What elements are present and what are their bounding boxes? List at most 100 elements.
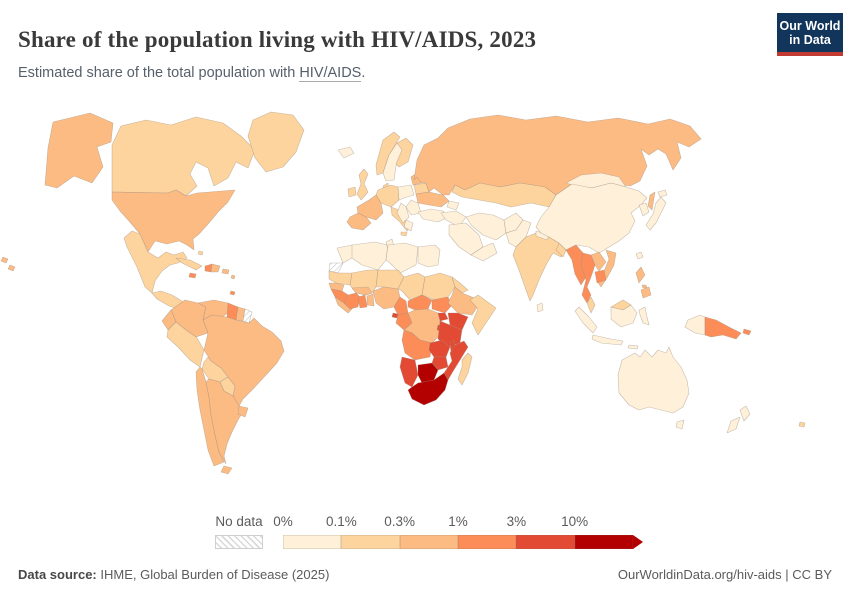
region-iceland[interactable] — [337, 146, 355, 159]
region-libya[interactable] — [385, 242, 419, 274]
region-zimbabwe[interactable] — [431, 356, 449, 371]
region-trinidad[interactable] — [229, 290, 236, 296]
region-finland[interactable] — [395, 137, 414, 168]
region-south-sudan[interactable] — [431, 296, 453, 314]
region-philippines-visayas[interactable] — [641, 284, 648, 289]
region-equatorial-guinea[interactable] — [391, 312, 399, 319]
region-philippines-luzon[interactable] — [635, 266, 646, 284]
region-namibia[interactable] — [399, 356, 419, 388]
region-angola[interactable] — [401, 329, 433, 361]
region-bahamas[interactable] — [197, 250, 204, 256]
region-philippines-mindanao[interactable] — [640, 286, 652, 299]
region-ukraine[interactable] — [415, 191, 450, 208]
region-united-states[interactable] — [111, 189, 236, 253]
region-romania-bulgaria[interactable] — [405, 199, 422, 216]
region-ethiopia[interactable] — [447, 286, 481, 316]
region-yemen-oman[interactable] — [470, 242, 498, 262]
region-uganda[interactable] — [437, 312, 449, 322]
region-togo-benin[interactable] — [366, 293, 375, 307]
legend-bin-1-3%[interactable] — [458, 535, 517, 549]
region-egypt[interactable] — [417, 244, 441, 268]
region-french-guiana[interactable] — [242, 308, 253, 324]
region-iraq-levant[interactable] — [440, 210, 467, 228]
region-cambodia[interactable] — [594, 269, 607, 284]
region-united-states-alaska[interactable] — [44, 112, 114, 189]
region-senegal[interactable] — [328, 282, 345, 292]
region-sudan[interactable] — [421, 272, 456, 301]
legend-bin-0-0.1%[interactable] — [283, 535, 342, 549]
region-puerto-rico[interactable] — [221, 268, 230, 275]
region-canada[interactable] — [111, 116, 256, 197]
region-lesser-antilles[interactable] — [230, 274, 236, 280]
region-japan[interactable] — [645, 196, 667, 231]
region-spain-portugal[interactable] — [346, 212, 372, 231]
region-mozambique[interactable] — [443, 340, 469, 381]
region-ireland[interactable] — [347, 186, 357, 198]
region-greenland[interactable] — [247, 111, 305, 173]
legend-bin-3-10%[interactable] — [516, 535, 575, 549]
data-source-value: IHME, Global Burden of Disease (2025) — [96, 567, 330, 582]
region-sierra-leone-liberia[interactable] — [334, 296, 353, 314]
region-java[interactable] — [591, 334, 624, 346]
region-greece[interactable] — [403, 219, 414, 232]
region-jamaica[interactable] — [188, 272, 197, 279]
legend-bin-0.3-1%[interactable] — [399, 535, 458, 549]
region-laos[interactable] — [590, 251, 607, 272]
region-malaysia-peninsula[interactable] — [586, 296, 596, 314]
region-sumatra[interactable] — [574, 306, 598, 334]
region-sulawesi[interactable] — [638, 306, 650, 326]
region-new-britain[interactable] — [742, 328, 752, 336]
region-united-states-hawaii[interactable] — [0, 256, 16, 272]
region-fiji[interactable] — [798, 421, 806, 428]
legend-bin-0.1-0.3%[interactable] — [341, 535, 400, 549]
region-dominican-republic[interactable] — [210, 263, 221, 273]
region-tierra-del-fuego[interactable] — [220, 465, 233, 475]
no-data-label: No data — [215, 514, 263, 529]
region-west-papua[interactable] — [684, 314, 706, 336]
hiv-aids-link[interactable]: HIV/AIDS — [299, 64, 362, 82]
owid-url-link[interactable]: OurWorldinData.org/hiv-aids — [617, 567, 782, 582]
region-taiwan[interactable] — [635, 251, 644, 260]
region-new-zealand-north[interactable] — [739, 405, 751, 422]
region-hokkaido[interactable] — [657, 189, 668, 198]
region-kenya[interactable] — [447, 312, 469, 331]
no-data-swatch[interactable] — [215, 535, 263, 549]
region-korea[interactable] — [638, 202, 650, 217]
region-india[interactable] — [512, 232, 567, 302]
region-pakistan[interactable] — [505, 219, 532, 248]
region-china[interactable] — [535, 182, 648, 254]
owid-logo[interactable]: Our World in Data — [777, 13, 843, 56]
legend-arrow-icon — [633, 535, 643, 549]
legend-bin->10%[interactable] — [574, 535, 633, 549]
region-russia[interactable] — [413, 114, 702, 196]
region-mexico[interactable] — [123, 230, 188, 294]
region-sakhalin[interactable] — [647, 191, 656, 211]
region-argentina[interactable] — [205, 378, 245, 465]
region-algeria[interactable] — [351, 241, 389, 271]
region-sicily[interactable] — [400, 231, 408, 237]
region-norway[interactable] — [375, 131, 401, 176]
region-tasmania[interactable] — [675, 419, 685, 430]
region-lesser-sunda[interactable] — [627, 344, 639, 350]
region-ghana[interactable] — [357, 294, 368, 309]
region-papua-new-guinea[interactable] — [704, 316, 742, 340]
region-caucasus[interactable] — [446, 200, 460, 211]
region-united-kingdom[interactable] — [356, 168, 369, 201]
region-sri-lanka[interactable] — [536, 302, 544, 313]
owid-logo-line2: in Data — [789, 33, 831, 47]
region-uruguay[interactable] — [237, 405, 249, 418]
region-cuba[interactable] — [175, 257, 203, 271]
legend-tick-label: 3% — [506, 514, 527, 529]
region-burkina-faso[interactable] — [351, 286, 373, 296]
region-south-africa[interactable] — [407, 372, 449, 406]
region-new-zealand-south[interactable] — [726, 416, 741, 434]
region-madagascar[interactable] — [457, 352, 473, 386]
region-dr-congo[interactable] — [403, 308, 443, 344]
region-australia[interactable] — [617, 346, 690, 414]
region-eritrea[interactable] — [451, 276, 469, 294]
region-somalia[interactable] — [469, 294, 497, 336]
license-link[interactable]: CC BY — [792, 567, 832, 582]
region-kalimantan[interactable] — [610, 304, 638, 328]
region-poland[interactable] — [397, 184, 415, 201]
